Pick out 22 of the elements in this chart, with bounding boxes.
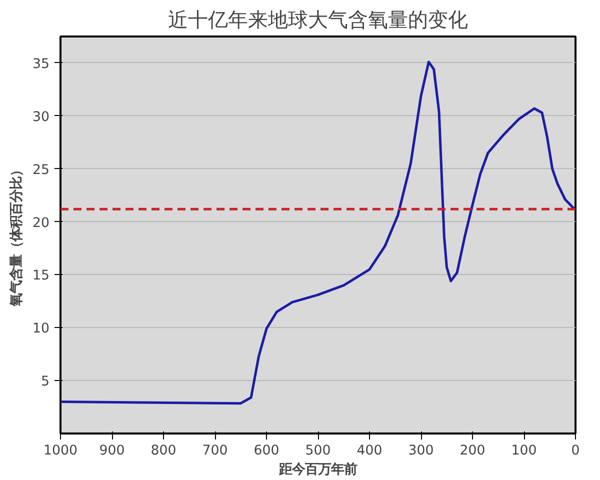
x-tick-label: 1000: [44, 444, 78, 458]
y-tick-label: 10: [32, 322, 50, 337]
y-tick-label: 30: [32, 110, 50, 125]
chart-title: 近十亿年来地球大气含氧量的变化: [168, 8, 468, 32]
x-tick-label: 600: [254, 444, 280, 458]
x-tick-label: 200: [460, 444, 486, 458]
x-tick-label: 400: [356, 444, 382, 458]
x-tick-label: 800: [150, 444, 176, 458]
y-tick-label: 35: [32, 56, 50, 72]
x-tick-label: 0: [571, 444, 580, 458]
x-tick-label: 500: [305, 444, 331, 458]
x-tick-label: 900: [99, 444, 125, 458]
y-tick-label: 5: [41, 374, 50, 390]
y-tick-label: 25: [32, 162, 50, 178]
x-tick-label: 100: [511, 444, 537, 458]
x-tick-label: 300: [408, 444, 434, 458]
y-tick-label: 20: [32, 216, 50, 231]
y-tick-label: 15: [32, 268, 50, 284]
x-axis-title: 距今百万年前: [278, 462, 357, 478]
y-axis-title: 氧气含量（体积百分比）: [8, 164, 25, 308]
line-series: [60, 60, 576, 405]
x-tick-label: 700: [202, 444, 228, 458]
